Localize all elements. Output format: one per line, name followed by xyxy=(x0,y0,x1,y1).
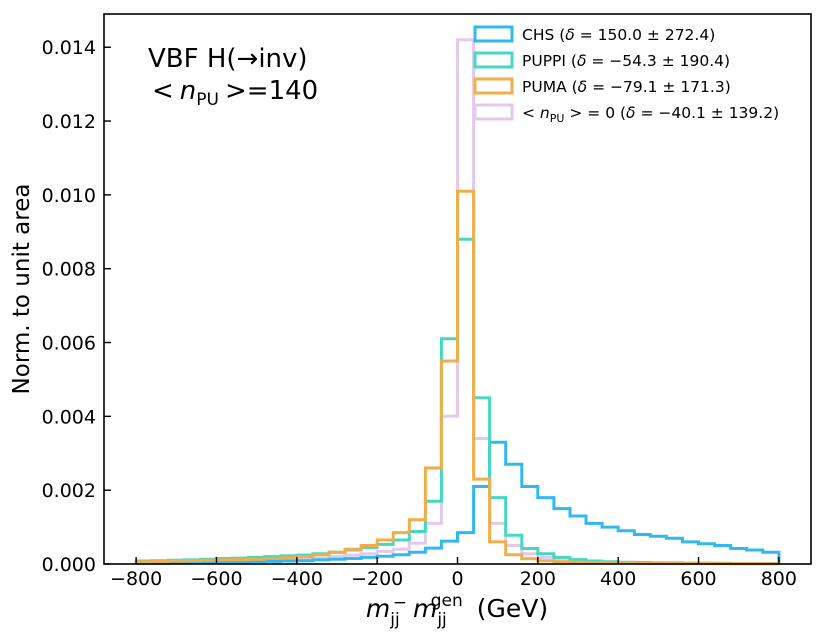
series-puma-step xyxy=(134,189,781,566)
y-tick-label: 0.014 xyxy=(42,37,96,59)
x-axis-label: mjj− mjjgen (GeV) xyxy=(366,591,548,630)
x-tick-label: 600 xyxy=(680,568,716,590)
series-chs-step xyxy=(134,440,781,565)
legend-label-chs: CHS (δ = 150.0 ± 272.4) xyxy=(522,26,715,44)
y-tick-label: 0.008 xyxy=(42,259,96,281)
x-tick-label: 200 xyxy=(520,568,556,590)
legend-swatch-npu0 xyxy=(473,103,514,121)
y-axis-label: Norm. to unit area xyxy=(9,184,35,395)
x-tick-label: 800 xyxy=(761,568,797,590)
legend-label-npu0: < nPU > = 0 (δ = −40.1 ± 139.2) xyxy=(522,104,779,125)
y-tick-label: 0.004 xyxy=(42,406,96,428)
y-axis: 0.000 0.002 0.004 0.006 0.008 0.010 0.012 0.014 xyxy=(42,37,111,576)
y-tick-label: 0.006 xyxy=(42,333,96,355)
process-annotation: VBF H(→inv) xyxy=(148,44,308,74)
pileup-annotation: < nPU >=140 xyxy=(152,76,318,110)
legend-label-puma: PUMA (δ = −79.1 ± 171.3) xyxy=(522,78,731,96)
y-tick-label: 0.000 xyxy=(42,554,96,576)
y-tick-label: 0.012 xyxy=(42,111,96,133)
legend-swatch-chs xyxy=(473,25,514,43)
y-tick-label: 0.010 xyxy=(42,185,96,207)
x-axis: −800 −600 −400 −200 0 200 400 600 800 xyxy=(110,557,797,590)
series-layer xyxy=(134,38,781,566)
x-tick-label: −400 xyxy=(271,568,323,590)
x-tick-label: 400 xyxy=(600,568,636,590)
legend-label-puppi: PUPPI (δ = −54.3 ± 190.4) xyxy=(522,52,730,70)
x-tick-label: −200 xyxy=(351,568,403,590)
legend: CHS (δ = 150.0 ± 272.4) PUPPI (δ = −54.3 … xyxy=(473,25,779,125)
x-tick-label: −800 xyxy=(110,568,162,590)
y-tick-label: 0.002 xyxy=(42,480,96,502)
legend-swatch-puma xyxy=(473,77,514,95)
x-tick-label: −600 xyxy=(190,568,242,590)
x-tick-label: 0 xyxy=(451,568,463,590)
legend-swatch-puppi xyxy=(473,51,514,69)
